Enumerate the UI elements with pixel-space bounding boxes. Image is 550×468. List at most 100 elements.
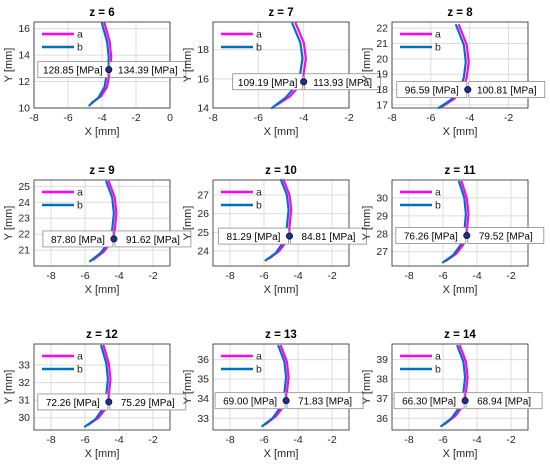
legend-label-a: a (77, 29, 83, 41)
y-axis-label: Y [mm] (182, 48, 194, 83)
y-tick-label: 37 (376, 393, 388, 405)
y-tick-label: 24 (18, 197, 30, 209)
y-tick-label: 28 (376, 228, 388, 240)
legend-label-b: b (256, 364, 262, 376)
axes-frame (212, 21, 350, 109)
annotation-value-a: 76.26 [MPa] (404, 232, 458, 243)
highlight-marker-top (300, 78, 308, 86)
x-tick-label: -8 (225, 270, 234, 282)
subplot-4: -8 -6 -4 -2 21 22 23 24 25 z = 9 X [mm] Y [mm] 87.80… (3, 165, 192, 296)
subplot-7: -8 -6 -4 -2 30 31 32 33 z = 12 X [mm] Y [mm] 72.26 … (3, 329, 187, 460)
subplot-title: z = 14 (444, 329, 476, 341)
x-tick-label: -6 (259, 434, 268, 446)
y-axis-label: Y [mm] (3, 206, 15, 241)
subplot-title: z = 7 (268, 7, 293, 19)
subplot-8: -8 -6 -4 -2 33 34 35 36 z = 13 X [mm] Y [mm] 69.00 … (182, 329, 364, 460)
x-axis-label: X [mm] (85, 126, 120, 138)
x-tick-label: -8 (404, 434, 413, 446)
y-tick-label: 17 (376, 99, 388, 111)
legend-label-a: a (256, 187, 262, 199)
subplot-title: z = 13 (265, 329, 297, 341)
axes-background (392, 344, 528, 430)
x-tick-label: -4 (293, 434, 302, 446)
x-axis-label: X [mm] (264, 126, 299, 138)
y-tick-label: 30 (376, 192, 388, 204)
y-tick-label: 22 (376, 23, 388, 35)
y-tick-label: 23 (18, 213, 30, 225)
y-axis-label: Y [mm] (361, 370, 373, 405)
x-tick-label: -2 (506, 434, 515, 446)
series-line-a (268, 178, 293, 260)
x-tick-label: -4 (472, 270, 481, 282)
legend-label-b: b (77, 42, 83, 54)
annotation-value-a: 66.30 [MPa] (402, 397, 456, 408)
x-axis-label: X [mm] (264, 448, 299, 460)
x-tick-label: -8 (225, 434, 234, 446)
annotation-value-b: 75.29 [MPa] (121, 398, 175, 409)
legend-label-b: b (435, 200, 441, 212)
subplot-6: -8 -6 -4 -2 27 28 29 30 z = 11 X [mm] Y [mm] 76.26 … (361, 165, 545, 296)
x-tick-label: -6 (438, 270, 447, 282)
y-tick-label: 27 (376, 246, 388, 258)
y-tick-label: 10 (18, 103, 30, 115)
y-tick-label: 14 (197, 103, 209, 115)
x-axis-label: X [mm] (443, 284, 478, 296)
annotation-value-a: 128.85 [MPa] (43, 66, 103, 77)
axes-frame (33, 343, 171, 431)
series-line-a (441, 24, 470, 108)
x-tick-label: -8 (46, 270, 55, 282)
highlight-marker-top (105, 66, 113, 74)
legend-label-a: a (77, 187, 83, 199)
legend-label-b: b (256, 42, 262, 54)
annotation-value-b: 91.62 [MPa] (126, 235, 180, 246)
series-line-a (87, 344, 112, 426)
annotation-value-b: 84.81 [MPa] (302, 232, 356, 243)
y-tick-label: 26 (197, 208, 209, 220)
y-tick-label: 22 (18, 229, 30, 241)
x-tick-label: -6 (63, 112, 72, 124)
series-line-a (92, 180, 118, 261)
x-tick-label: -6 (80, 270, 89, 282)
y-tick-label: 32 (18, 377, 30, 389)
subplot-9: -8 -6 -4 -2 36 37 38 39 z = 14 X [mm] Y [mm] 66.30 … (361, 329, 543, 460)
x-tick-label: -4 (465, 112, 474, 124)
highlight-marker-top (105, 398, 113, 406)
subplot-title: z = 8 (447, 7, 473, 19)
highlight-marker-top (282, 397, 290, 405)
axes-background (34, 344, 170, 430)
subplot-title: z = 11 (444, 165, 476, 177)
legend-label-b: b (77, 200, 83, 212)
y-tick-label: 14 (18, 50, 30, 62)
x-tick-label: -6 (438, 434, 447, 446)
y-tick-label: 38 (376, 374, 388, 386)
x-tick-label: -4 (472, 434, 481, 446)
x-tick-label: -2 (131, 112, 140, 124)
annotation-value-b: 71.83 [MPa] (298, 397, 352, 408)
x-tick-label: -2 (344, 112, 353, 124)
y-tick-label: 33 (197, 413, 209, 425)
subplot-3: -8 -6 -4 -2 17 18 19 20 21 22 z = 8 X [mm] Y [mm] 96.… (361, 7, 546, 138)
x-tick-label: -4 (293, 270, 302, 282)
y-tick-label: 20 (376, 53, 388, 65)
highlight-marker-top (461, 397, 469, 405)
x-tick-label: -8 (387, 112, 396, 124)
legend-label-a: a (77, 351, 83, 363)
y-tick-label: 25 (197, 227, 209, 239)
series-line-b (270, 22, 304, 110)
axes-frame (391, 179, 529, 267)
legend-label-a: a (435, 29, 441, 41)
legend-label-a: a (256, 29, 262, 41)
axes-background (213, 22, 349, 108)
y-tick-label: 34 (197, 393, 209, 405)
y-tick-label: 29 (376, 210, 388, 222)
y-tick-label: 27 (197, 189, 209, 201)
highlight-marker-top (463, 232, 471, 240)
x-tick-label: -8 (404, 270, 413, 282)
x-tick-label: -4 (97, 112, 106, 124)
axes-background (213, 180, 349, 266)
x-tick-label: -4 (299, 112, 308, 124)
series-line-a (445, 180, 470, 262)
y-tick-label: 21 (18, 245, 30, 257)
highlight-marker-top (285, 232, 293, 240)
subplot-title: z = 6 (89, 7, 114, 19)
